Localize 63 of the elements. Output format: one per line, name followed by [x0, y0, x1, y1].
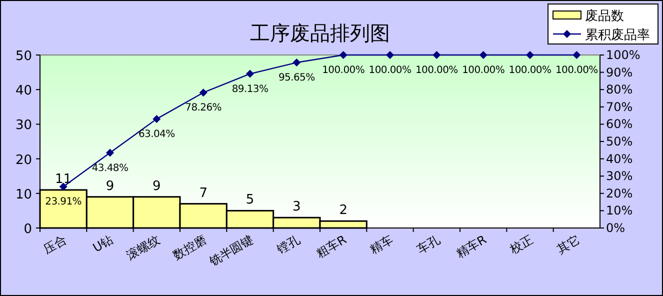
point: [479, 51, 488, 59]
y2-tick-label: 10%: [606, 204, 633, 218]
data-label: 63.04%: [138, 128, 175, 140]
x-tick-label: 铣半圆键: [206, 232, 256, 270]
legend-label: 废品数: [585, 9, 624, 24]
y2-tick-label: 60%: [606, 117, 633, 132]
y2-tick-label: 80%: [606, 82, 633, 97]
data-label: 78.26%: [185, 102, 222, 114]
data-label: 95.65%: [278, 72, 315, 84]
chart-title: 工序废品排列图: [250, 21, 390, 45]
y2-tick-label: 90%: [606, 65, 633, 80]
y2-tick-label: 50%: [606, 134, 633, 148]
x-tick-label: 精车: [368, 232, 396, 257]
point: [106, 148, 114, 157]
data-label: 100.00%: [322, 65, 365, 76]
data-label: 3: [292, 200, 301, 215]
data-label: 43.48%: [92, 162, 128, 174]
y-tick-label: 50: [15, 49, 32, 64]
y-tick-label: 30: [15, 118, 32, 134]
data-label: 9: [152, 178, 161, 194]
x-tick-label: 车孔: [414, 232, 442, 257]
y2-tick-label: 0%: [606, 221, 626, 235]
data-label: 23.91%: [45, 196, 82, 208]
y2-tick-label: 30%: [606, 169, 633, 184]
data-label: 7: [199, 186, 208, 201]
x-tick-label: 滚螺纹: [124, 232, 162, 263]
data-label: 9: [106, 178, 114, 194]
y-tick-label: 10: [15, 187, 32, 202]
point: [152, 114, 161, 123]
legend-label: 累积废品率: [585, 27, 650, 43]
x-tick-label: 精车R: [454, 232, 489, 261]
data-label: 5: [246, 192, 254, 208]
x-tick-label: 数控磨: [170, 232, 209, 263]
point: [292, 58, 301, 67]
x-tick-label: 校正: [506, 232, 536, 258]
y-tick-label: 0: [24, 222, 32, 237]
x-tick-label: 其它: [554, 232, 582, 257]
x-tick-label: 粗车R: [314, 232, 349, 261]
y2-tick-label: 20%: [606, 186, 633, 200]
point: [199, 88, 208, 97]
point: [246, 70, 254, 78]
y2-tick-label: 40%: [606, 152, 633, 166]
data-label: 89.13%: [232, 84, 268, 95]
point: [339, 51, 348, 59]
data-label: 100.00%: [462, 65, 505, 76]
data-label: 100.00%: [415, 65, 458, 76]
data-label: 100.00%: [555, 65, 598, 76]
point: [386, 51, 394, 59]
point: [572, 51, 581, 59]
data-label: 11: [55, 172, 72, 187]
point: [526, 51, 534, 59]
x-tick-label: 压合: [41, 232, 69, 257]
y-tick-label: 40: [15, 84, 32, 99]
y-tick-label: 20: [15, 152, 32, 168]
data-label: 100.00%: [508, 65, 552, 76]
data-label: 100.00%: [368, 65, 412, 76]
y2-tick-label: 100%: [606, 48, 640, 62]
x-tick-label: U钻: [90, 232, 116, 255]
data-label: 2: [339, 203, 348, 218]
point: [59, 182, 68, 191]
x-tick-label: 镗孔: [274, 232, 302, 258]
point: [432, 51, 441, 59]
y2-tick-label: 70%: [606, 100, 633, 114]
